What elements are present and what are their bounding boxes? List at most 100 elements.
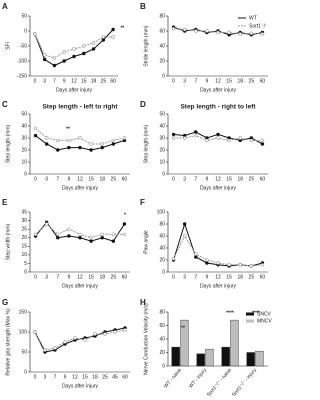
- annotation: **: [181, 326, 185, 332]
- x-tick-label: 3: [43, 78, 46, 84]
- marker: [42, 53, 47, 57]
- x-tick-label: 0: [34, 274, 37, 280]
- bar: [205, 348, 214, 367]
- x-tick-label: Sort1⁻/⁻ - injury: [231, 367, 258, 398]
- annotation: **: [66, 126, 70, 132]
- marker: [56, 236, 60, 240]
- marker: [67, 138, 71, 143]
- y-tick-label: 80: [159, 221, 165, 227]
- x-tick-label: 18: [237, 176, 243, 182]
- y-tick-label: 5: [24, 261, 27, 267]
- y-tick-label: 60: [159, 233, 165, 239]
- y-tick-label: 40: [21, 123, 27, 129]
- x-tick-label: 7: [54, 374, 57, 380]
- marker: [260, 142, 265, 146]
- x-tick-label: 25: [249, 274, 255, 280]
- x-tick-label: 12: [215, 78, 221, 84]
- x-tick-label: 7: [194, 78, 197, 84]
- panel-label: A: [2, 2, 8, 11]
- panel-label: F: [140, 198, 145, 207]
- marker: [216, 136, 220, 140]
- marker: [42, 57, 47, 62]
- marker: [33, 133, 38, 138]
- marker: [33, 126, 38, 131]
- x-tick-label: 18: [91, 78, 97, 84]
- y-axis-label: Stride length (mm): [143, 25, 149, 66]
- legend-label: WT: [249, 15, 257, 21]
- x-tick-label: WT - naive: [163, 367, 183, 389]
- marker: [73, 336, 77, 340]
- line: [173, 222, 263, 267]
- marker: [111, 27, 115, 32]
- marker: [227, 138, 231, 143]
- marker: [111, 239, 116, 243]
- marker: [33, 32, 37, 36]
- y-tick-label: 20: [159, 257, 165, 263]
- marker: [194, 255, 198, 259]
- x-axis-label: Days after injury: [56, 87, 93, 93]
- y-tick-label: 40: [159, 43, 165, 49]
- x-tick-label: 25: [102, 374, 108, 380]
- x-axis-label: Days after injury: [200, 185, 237, 191]
- bar: [255, 350, 264, 367]
- bar: [246, 352, 255, 367]
- marker: [194, 29, 198, 33]
- panel-label: E: [2, 198, 8, 207]
- marker: [216, 261, 220, 265]
- marker: [78, 136, 82, 140]
- x-tick-label: WT - injury: [188, 367, 208, 390]
- marker: [93, 332, 97, 336]
- y-tick-label: 0: [162, 73, 165, 79]
- marker: [249, 264, 254, 268]
- x-axis-label: Days after injury: [62, 383, 99, 389]
- x-tick-label: 12: [77, 176, 83, 182]
- legend-label: MNCV: [257, 318, 272, 324]
- x-tick-label: 15: [226, 78, 232, 84]
- marker: [103, 332, 107, 336]
- marker: [62, 50, 66, 54]
- marker: [52, 56, 57, 60]
- marker: [33, 232, 38, 236]
- marker: [89, 148, 93, 152]
- x-tick-label: 12: [215, 274, 221, 280]
- x-tick-label: 25: [249, 78, 255, 84]
- marker: [111, 142, 116, 146]
- marker: [260, 138, 265, 143]
- x-tick-label: 7: [53, 78, 56, 84]
- marker: [100, 145, 104, 150]
- marker: [67, 145, 71, 150]
- x-tick-label: 0: [33, 78, 36, 84]
- panel-label: D: [140, 100, 146, 109]
- y-axis-label: Step length (mm): [143, 124, 149, 163]
- marker: [67, 234, 71, 238]
- y-tick-label: 30: [21, 135, 27, 141]
- marker: [101, 38, 106, 42]
- marker: [82, 44, 86, 48]
- y-tick-label: 30: [159, 135, 165, 141]
- y-tick-label: 10: [159, 159, 165, 165]
- y-tick-label: 100: [19, 329, 28, 335]
- marker: [113, 330, 117, 334]
- x-axis-label: Days after injury: [200, 283, 237, 289]
- y-tick-label: 35: [21, 209, 27, 215]
- marker: [238, 263, 242, 267]
- x-tick-label: 12: [71, 78, 77, 84]
- y-axis-label: Step width (mm): [5, 223, 11, 260]
- x-axis-label: Days after injury: [62, 283, 99, 289]
- x-tick-label: 45: [112, 374, 118, 380]
- y-tick-label: 60: [159, 28, 165, 34]
- y-tick-label: 60: [159, 323, 165, 329]
- y-tick-label: 20: [159, 147, 165, 153]
- x-tick-label: 3: [183, 176, 186, 182]
- y-tick-label: 50: [21, 349, 27, 355]
- y-tick-label: -100: [17, 58, 27, 64]
- x-tick-label: 9: [67, 176, 70, 182]
- marker: [53, 346, 57, 350]
- bar: [196, 353, 205, 367]
- y-tick-label: 150: [19, 309, 28, 315]
- x-tick-label: 9: [205, 78, 208, 84]
- marker: [216, 30, 220, 35]
- y-tick-label: 0: [24, 171, 27, 177]
- marker: [91, 41, 96, 45]
- marker: [100, 236, 104, 240]
